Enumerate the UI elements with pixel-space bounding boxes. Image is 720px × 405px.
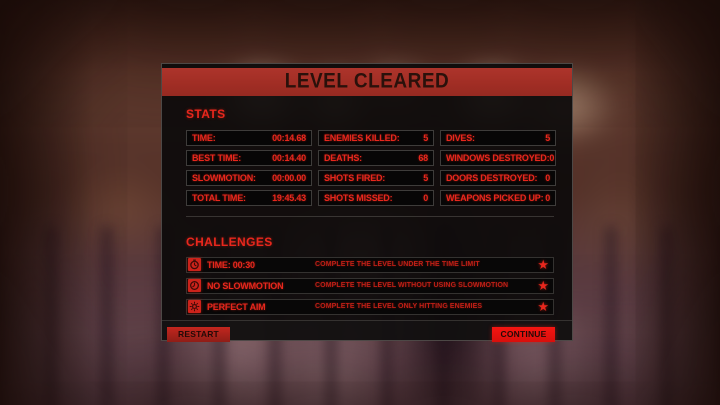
challenge-description: COMPLETE THE LEVEL ONLY HITTING ENEMIES <box>315 303 483 311</box>
challenge-row-perfect-aim: PERFECT AIM COMPLETE THE LEVEL ONLY HITT… <box>186 298 554 315</box>
stat-value: 19:45.43 <box>272 192 306 203</box>
stat-label: BEST TIME: <box>192 152 241 163</box>
challenge-name: TIME: 00:30 <box>207 259 255 270</box>
stat-value: 5 <box>423 172 428 183</box>
challenges-section: CHALLENGES TIME: 00:30 COMPLETE THE LEVE… <box>186 215 554 315</box>
star-icon: ★ <box>537 257 549 273</box>
stat-label: DIVES: <box>446 132 475 143</box>
challenges-heading: CHALLENGES <box>186 234 273 249</box>
dialog-footer: RESTART CONTINUE <box>162 319 572 342</box>
stats-grid: TIME: 00:14.68 ENEMIES KILLED: 5 DIVES: … <box>186 129 556 206</box>
stat-label: SHOTS MISSED: <box>324 192 393 203</box>
star-icon: ★ <box>537 278 549 294</box>
stat-label: TOTAL TIME: <box>192 192 246 203</box>
stat-label: WEAPONS PICKED UP: <box>446 192 544 203</box>
continue-button[interactable]: CONTINUE <box>492 326 555 342</box>
challenge-list: TIME: 00:30 COMPLETE THE LEVEL UNDER THE… <box>186 256 554 315</box>
dialog-header: LEVEL CLEARED <box>162 68 572 96</box>
stat-label: ENEMIES KILLED: <box>324 132 400 143</box>
challenge-description: COMPLETE THE LEVEL UNDER THE TIME LIMIT <box>315 261 480 269</box>
dialog-content: STATS TIME: 00:14.68 ENEMIES KILLED: 5 D… <box>162 96 572 320</box>
stat-label: SHOTS FIRED: <box>324 172 386 183</box>
stat-label: DOORS DESTROYED: <box>446 172 538 183</box>
stat-value: 0 <box>545 172 550 183</box>
stat-label: SLOWMOTION: <box>192 172 256 183</box>
stat-dives: DIVES: 5 <box>440 129 556 146</box>
stat-value: 0 <box>545 192 550 203</box>
timer-icon <box>188 258 201 272</box>
challenge-description: COMPLETE THE LEVEL WITHOUT USING SLOWMOT… <box>315 282 509 290</box>
stat-enemies-killed: ENEMIES KILLED: 5 <box>318 129 434 146</box>
stat-value: 0 <box>549 152 555 163</box>
stat-time: TIME: 00:14.68 <box>186 129 312 146</box>
stat-slowmotion: SLOWMOTION: 00:00.00 <box>186 169 312 186</box>
stat-shots-missed: SHOTS MISSED: 0 <box>318 189 434 206</box>
stat-weapons-picked-up: WEAPONS PICKED UP: 0 <box>440 189 556 206</box>
stat-value: 5 <box>545 132 550 143</box>
page-title: LEVEL CLEARED <box>284 69 450 93</box>
stat-label: DEATHS: <box>324 152 362 163</box>
stats-heading: STATS <box>186 106 226 121</box>
stat-total-time: TOTAL TIME: 19:45.43 <box>186 189 312 206</box>
stat-label: TIME: <box>192 132 216 143</box>
challenge-name: NO SLOWMOTION <box>207 280 284 291</box>
no-slowmotion-icon <box>188 279 201 293</box>
star-icon: ★ <box>537 299 549 315</box>
challenge-row-time: TIME: 00:30 COMPLETE THE LEVEL UNDER THE… <box>186 256 554 273</box>
restart-button[interactable]: RESTART <box>167 326 230 342</box>
stat-deaths: DEATHS: 68 <box>318 149 434 166</box>
crosshair-icon <box>188 300 201 314</box>
stat-value: 5 <box>423 132 428 143</box>
stat-windows-destroyed: WINDOWS DESTROYED: 0 <box>440 149 556 166</box>
stat-label: WINDOWS DESTROYED: <box>446 152 550 163</box>
stat-shots-fired: SHOTS FIRED: 5 <box>318 169 434 186</box>
stat-best-time: BEST TIME: 00:14.40 <box>186 149 312 166</box>
stat-value: 00:14.40 <box>272 152 306 163</box>
stat-value: 00:14.68 <box>272 132 306 143</box>
challenge-row-no-slowmotion: NO SLOWMOTION COMPLETE THE LEVEL WITHOUT… <box>186 277 554 294</box>
stat-value: 00:00.00 <box>272 172 306 183</box>
level-cleared-dialog: LEVEL CLEARED STATS TIME: 00:14.68 ENEMI… <box>161 63 573 342</box>
challenge-name: PERFECT AIM <box>207 301 266 312</box>
stat-value: 68 <box>418 152 428 163</box>
stat-doors-destroyed: DOORS DESTROYED: 0 <box>440 169 556 186</box>
stat-value: 0 <box>423 192 428 203</box>
